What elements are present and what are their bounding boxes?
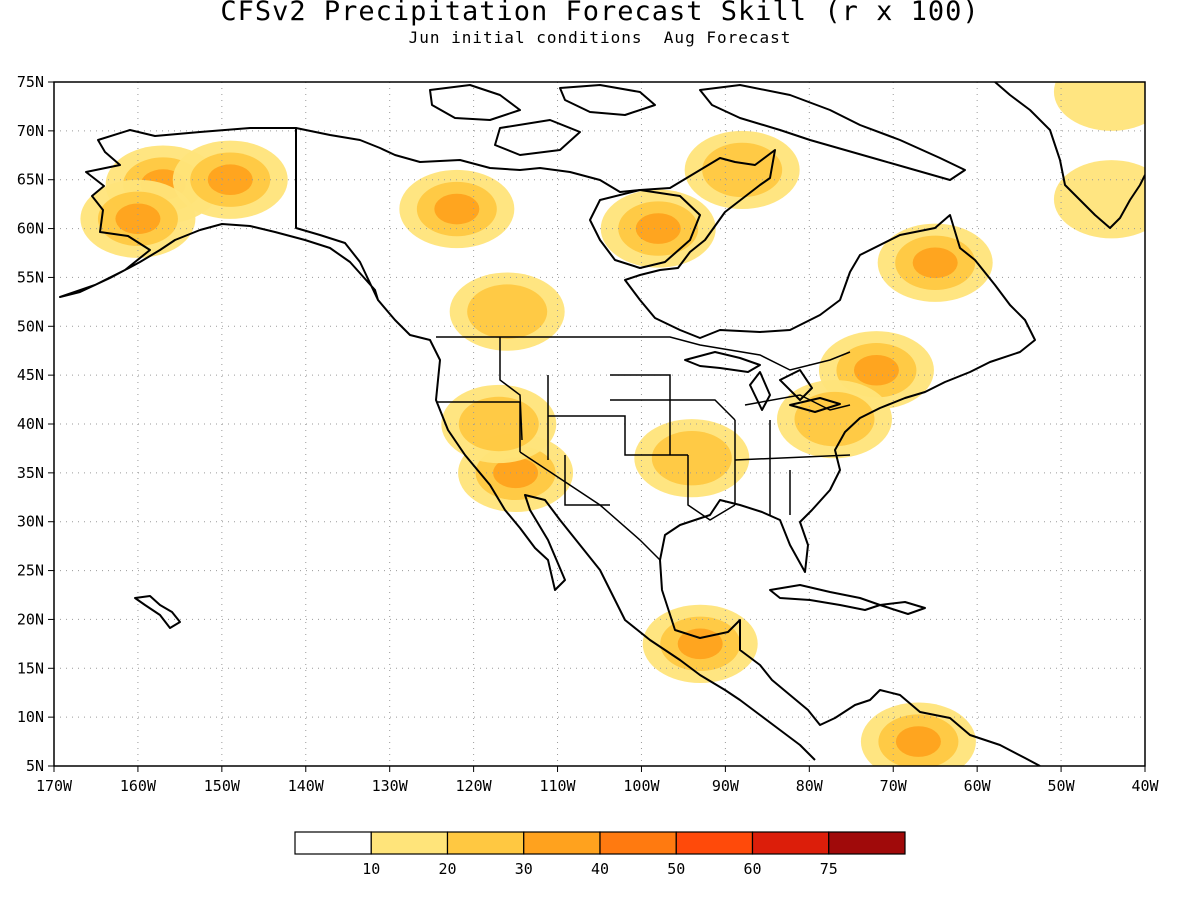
lat-tick-label: 75N bbox=[17, 73, 44, 91]
skill-region bbox=[651, 431, 732, 486]
skill-region bbox=[493, 457, 539, 489]
lon-tick-label: 90W bbox=[712, 777, 740, 795]
skill-region bbox=[912, 247, 958, 279]
legend-swatch bbox=[675, 831, 754, 855]
lat-tick-label: 30N bbox=[17, 513, 44, 531]
legend-label: 75 bbox=[820, 860, 838, 878]
skill-region bbox=[434, 193, 480, 225]
skill-region bbox=[635, 213, 681, 244]
skill-region bbox=[853, 354, 899, 386]
legend-swatch bbox=[294, 831, 372, 855]
lon-tick-label: 160W bbox=[120, 777, 157, 795]
legend-swatch bbox=[751, 831, 830, 855]
skill-region bbox=[467, 284, 548, 339]
lat-tick-label: 35N bbox=[17, 464, 44, 482]
skill-region bbox=[1053, 82, 1145, 131]
skill-region bbox=[702, 142, 783, 198]
latitude-labels: 5N 10N 15N 20N 25N 30N 35N 40N 45N 50N 55N 60N 65N 70… bbox=[17, 73, 54, 775]
lat-tick-label: 40N bbox=[17, 415, 44, 433]
lon-tick-label: 70W bbox=[880, 777, 908, 795]
skill-region bbox=[895, 726, 941, 757]
skill-region bbox=[794, 391, 875, 447]
legend-swatch bbox=[523, 831, 601, 855]
legend-swatch bbox=[828, 831, 906, 855]
lat-tick-label: 55N bbox=[17, 268, 44, 286]
lat-tick-label: 20N bbox=[17, 610, 44, 628]
color-legend: 10 20 30 40 50 60 75 bbox=[294, 831, 906, 878]
legend-label: 20 bbox=[438, 860, 456, 878]
legend-swatch bbox=[599, 831, 677, 855]
skill-shading bbox=[80, 82, 1145, 766]
lon-tick-label: 150W bbox=[204, 777, 241, 795]
lon-tick-label: 40W bbox=[1131, 777, 1159, 795]
lat-tick-label: 45N bbox=[17, 366, 44, 384]
lon-tick-label: 50W bbox=[1048, 777, 1076, 795]
map-title: CFSv2 Precipitation Forecast Skill (r x … bbox=[220, 0, 980, 27]
lon-tick-label: 100W bbox=[623, 777, 660, 795]
map-subtitle: Jun initial conditions Aug Forecast bbox=[408, 28, 792, 47]
skill-region bbox=[115, 203, 161, 235]
lat-tick-label: 5N bbox=[26, 757, 44, 775]
political-borders bbox=[436, 336, 851, 561]
lon-tick-label: 60W bbox=[964, 777, 992, 795]
lat-tick-label: 65N bbox=[17, 171, 44, 189]
lat-tick-label: 15N bbox=[17, 659, 44, 677]
longitude-labels: 170W 160W 150W 140W 130W 120W 110W 100W 90W 80W 70… bbox=[36, 766, 1160, 795]
lat-tick-label: 50N bbox=[17, 317, 44, 335]
legend-label: 10 bbox=[362, 860, 380, 878]
legend-label: 40 bbox=[591, 860, 609, 878]
lat-tick-label: 60N bbox=[17, 220, 44, 238]
lat-tick-label: 25N bbox=[17, 562, 44, 580]
lat-lon-grid bbox=[54, 82, 1145, 766]
lon-tick-label: 120W bbox=[456, 777, 493, 795]
lon-tick-label: 80W bbox=[796, 777, 824, 795]
legend-swatch bbox=[446, 831, 525, 855]
lon-tick-label: 140W bbox=[288, 777, 325, 795]
lon-tick-label: 170W bbox=[36, 777, 73, 795]
lat-tick-label: 70N bbox=[17, 122, 44, 140]
skill-region bbox=[207, 164, 253, 196]
lon-tick-label: 130W bbox=[372, 777, 409, 795]
coastlines bbox=[59, 82, 1145, 766]
lat-tick-label: 10N bbox=[17, 708, 44, 726]
legend-swatch bbox=[370, 831, 449, 855]
legend-label: 50 bbox=[667, 860, 685, 878]
legend-label: 30 bbox=[515, 860, 533, 878]
lon-tick-label: 110W bbox=[539, 777, 576, 795]
legend-label: 60 bbox=[743, 860, 761, 878]
